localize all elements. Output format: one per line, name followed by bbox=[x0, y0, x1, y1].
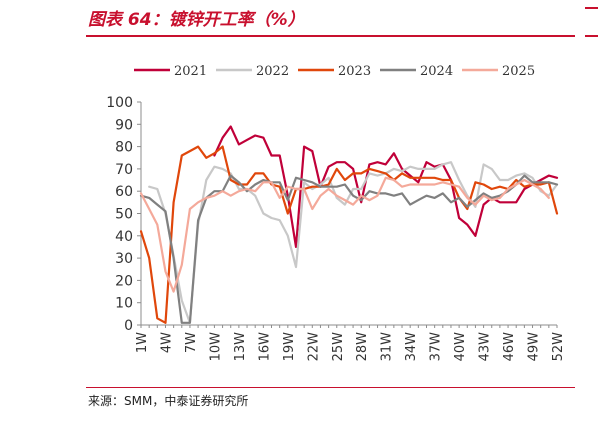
series-line-2022 bbox=[148, 161, 559, 324]
x-tick-label: 52W bbox=[551, 332, 566, 362]
y-tick-label: 70 bbox=[115, 162, 133, 178]
chart-series bbox=[139, 125, 559, 324]
x-tick-label: 4W bbox=[159, 332, 174, 353]
y-tick-label: 50 bbox=[115, 207, 133, 223]
x-tick-label: 1W bbox=[135, 332, 150, 353]
y-tick-label: 20 bbox=[115, 273, 133, 289]
x-tick-label: 31W bbox=[380, 332, 395, 362]
y-tick-label: 90 bbox=[115, 117, 133, 133]
y-tick-label: 80 bbox=[115, 140, 133, 156]
x-tick-label: 25W bbox=[331, 332, 346, 362]
series-line-2024 bbox=[139, 174, 559, 324]
side-mark-top bbox=[585, 7, 598, 9]
x-tick-label: 46W bbox=[502, 332, 517, 362]
x-tick-label: 43W bbox=[478, 332, 493, 362]
x-tick-label: 34W bbox=[404, 332, 419, 362]
x-tick-label: 16W bbox=[257, 332, 272, 362]
y-tick-label: 10 bbox=[115, 296, 133, 312]
legend-label-2023: 2023 bbox=[338, 64, 371, 79]
source-note: 来源：SMM，中泰证券研究所 bbox=[88, 394, 249, 408]
title-rule bbox=[86, 35, 575, 37]
x-tick-label: 19W bbox=[282, 332, 297, 362]
x-tick-label: 7W bbox=[184, 332, 199, 353]
side-mark-lower bbox=[585, 35, 598, 37]
y-tick-label: 60 bbox=[115, 184, 133, 200]
x-tick-label: 49W bbox=[527, 332, 542, 362]
y-tick-label: 100 bbox=[106, 95, 133, 111]
figure-title: 图表 64：镀锌开工率（%） bbox=[88, 10, 305, 30]
x-tick-label: 10W bbox=[208, 332, 223, 362]
x-tick-label: 40W bbox=[453, 332, 468, 362]
y-tick-label: 30 bbox=[115, 251, 133, 267]
x-tick-label: 28W bbox=[355, 332, 370, 362]
source-rule bbox=[86, 387, 575, 388]
chart-legend: 2021 2022 2023 2024 2025 bbox=[134, 64, 535, 79]
series-line-2021 bbox=[213, 125, 559, 248]
series-line-2025 bbox=[139, 176, 550, 293]
legend-label-2025: 2025 bbox=[502, 64, 535, 79]
x-tick-label: 37W bbox=[429, 332, 444, 362]
x-tick-label: 13W bbox=[233, 332, 248, 362]
legend-label-2022: 2022 bbox=[256, 64, 289, 79]
x-tick-label: 22W bbox=[306, 332, 321, 362]
legend-label-2024: 2024 bbox=[420, 64, 453, 79]
chart-axes: 0 10 20 30 40 50 60 70 80 90 100 1W 4W 7W 10W 13W 16W 19W… bbox=[106, 95, 566, 361]
y-tick-label: 0 bbox=[124, 318, 133, 334]
series-line-2023 bbox=[139, 145, 559, 324]
legend-label-2021: 2021 bbox=[174, 64, 207, 79]
y-tick-label: 40 bbox=[115, 229, 133, 245]
